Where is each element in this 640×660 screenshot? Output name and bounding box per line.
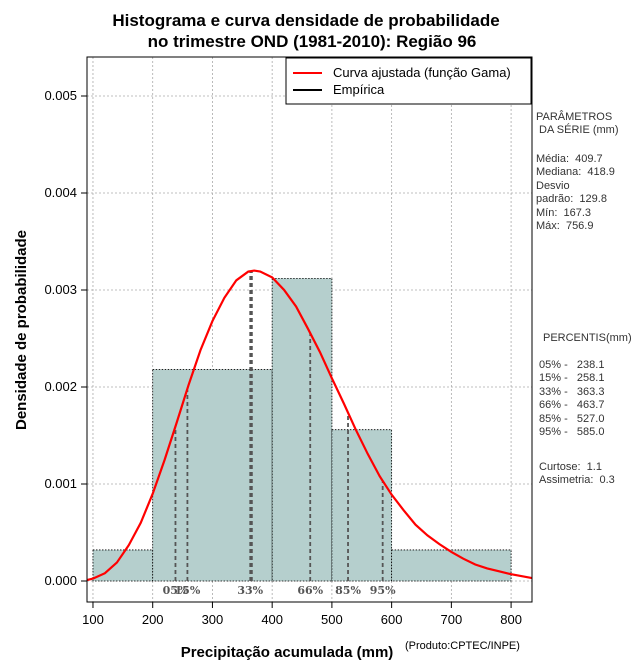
shape-statistics: Curtose: 1.1 Assimetria: 0.3 <box>539 461 615 487</box>
legend-box <box>285 57 532 105</box>
percentile-labels: 05%15% 33% 66% 85% 95% <box>163 584 397 597</box>
product-credit: (Produto:CPTEC/INPE) <box>405 640 520 652</box>
y-tick-label: 0.003 <box>44 282 77 297</box>
x-tick-label: 300 <box>202 612 224 627</box>
percentiles-values: 05% - 238.1 15% - 258.1 33% - 363.3 66% … <box>539 359 605 439</box>
x-axis: 100 200 300 400 500 600 700 800 <box>82 601 522 627</box>
legend-curve-label: Curva ajustada (função Gama) <box>333 65 511 80</box>
y-tick-label: 0.004 <box>44 185 77 200</box>
histogram-bars <box>92 277 512 582</box>
x-tick-label: 800 <box>500 612 522 627</box>
percentile-label: 85% <box>335 584 361 597</box>
percentile-label: 05% <box>163 584 189 597</box>
percentile-label: 95% <box>370 584 396 597</box>
percentile-label: 33% <box>237 584 263 597</box>
series-parameters: Média: 409.7 Mediana: 418.9 Desvio padrã… <box>536 153 615 233</box>
fitted-gamma-curve <box>86 269 533 582</box>
x-tick-label: 700 <box>441 612 463 627</box>
x-axis-title: Precipitação acumulada (mm) <box>181 644 394 660</box>
y-tick-label: 0.005 <box>44 88 77 103</box>
x-tick-label: 400 <box>261 612 283 627</box>
percentile-label: 66% <box>297 584 323 597</box>
percentile-label: 15% <box>175 584 201 597</box>
histogram-bar <box>391 549 512 582</box>
x-tick-label: 200 <box>142 612 164 627</box>
x-tick-label: 500 <box>321 612 343 627</box>
y-tick-label: 0.002 <box>44 379 77 394</box>
chart-title-line-1: Histograma e curva densidade de probabil… <box>112 11 499 30</box>
y-tick-label: 0.001 <box>44 476 77 491</box>
series-parameters-title: PARÂMETROS DA SÉRIE (mm) <box>536 111 619 137</box>
percentiles-title: PERCENTIS(mm) <box>543 332 632 344</box>
x-tick-label: 600 <box>381 612 403 627</box>
legend: Curva ajustada (função Gama) Empírica <box>285 57 532 105</box>
histogram-bar <box>152 369 273 582</box>
percentile-lines <box>174 270 384 581</box>
histogram-bar <box>331 429 393 582</box>
legend-empirical-label: Empírica <box>333 82 385 97</box>
histogram-bar <box>271 277 333 582</box>
y-axis: 0.000 0.001 0.002 0.003 0.004 0.005 <box>44 88 87 588</box>
x-tick-label: 100 <box>82 612 104 627</box>
y-axis-title: Densidade de probabilidade <box>13 230 30 430</box>
chart-title-line-2: no trimestre OND (1981-2010): Região 96 <box>148 32 477 51</box>
y-tick-label: 0.000 <box>44 573 77 588</box>
